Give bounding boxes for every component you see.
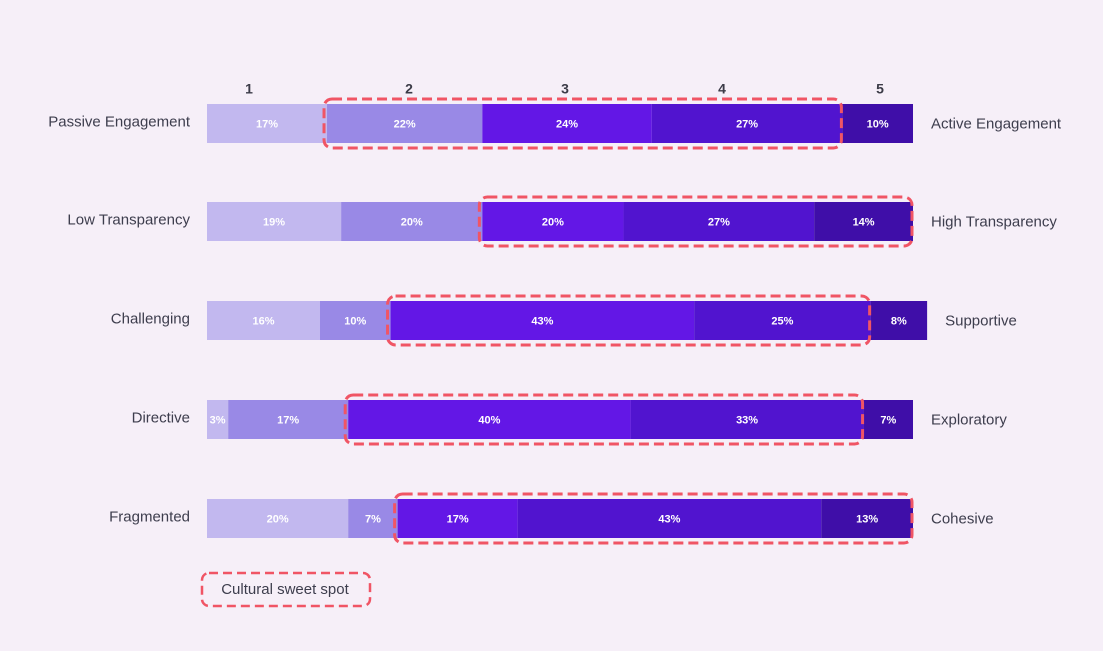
sweet-spot-outline <box>386 294 872 347</box>
data-label: 17% <box>447 513 469 525</box>
bar-segment <box>821 499 913 538</box>
scale-label-3: 3 <box>561 81 569 97</box>
data-label: 19% <box>263 216 285 228</box>
data-label: 43% <box>531 315 553 327</box>
bar-segment <box>207 400 229 439</box>
sweet-spot-outline <box>393 492 914 545</box>
sweet-spot-outline <box>343 393 865 446</box>
bar-segment <box>623 202 815 241</box>
data-label: 40% <box>478 414 500 426</box>
data-label: 3% <box>210 414 226 426</box>
bar-segment <box>397 499 518 538</box>
sweet-spot-outline <box>322 97 843 150</box>
row-label-left: Challenging <box>111 310 190 327</box>
data-label: 8% <box>891 315 907 327</box>
data-label: 17% <box>277 414 299 426</box>
bar-segment <box>207 499 349 538</box>
bar-segment <box>207 104 328 143</box>
data-label: 20% <box>542 216 564 228</box>
bar-segment <box>517 499 822 538</box>
bar-segment <box>348 499 398 538</box>
bar-segment <box>207 202 342 241</box>
data-label: 25% <box>771 315 793 327</box>
legend-swatch <box>200 571 372 608</box>
bar-segment <box>482 104 652 143</box>
data-label: 43% <box>658 513 680 525</box>
scale-label-4: 4 <box>718 81 726 97</box>
data-label: 33% <box>736 414 758 426</box>
scale-label-1: 1 <box>245 81 253 97</box>
bar-segment <box>863 400 913 439</box>
data-label: 16% <box>252 315 274 327</box>
row-label-left: Directive <box>132 409 190 426</box>
bar-segment <box>327 104 483 143</box>
data-label: 10% <box>867 118 889 130</box>
bar-segment <box>348 400 631 439</box>
bar-segment <box>482 202 624 241</box>
data-label: 17% <box>256 118 278 130</box>
data-label: 7% <box>880 414 896 426</box>
data-label: 27% <box>708 216 730 228</box>
bar-segment <box>319 301 391 340</box>
data-label: 10% <box>344 315 366 327</box>
bar-segment <box>651 104 843 143</box>
row-label-left: Fragmented <box>109 508 190 525</box>
bar-segment <box>228 400 349 439</box>
scale-label-5: 5 <box>876 81 884 97</box>
bar-segment <box>341 202 483 241</box>
bar-segment <box>842 104 913 143</box>
row-label-right: Exploratory <box>931 411 1007 428</box>
data-label: 20% <box>267 513 289 525</box>
bar-segment <box>207 301 320 340</box>
data-label: 24% <box>556 118 578 130</box>
row-label-right: Cohesive <box>931 510 994 527</box>
data-label: 7% <box>365 513 381 525</box>
sweet-spot-outline <box>477 195 914 248</box>
row-label-left: Low Transparency <box>67 211 190 228</box>
data-label: 22% <box>394 118 416 130</box>
data-label: 27% <box>736 118 758 130</box>
scale-label-2: 2 <box>405 81 413 97</box>
bar-segment <box>870 301 928 340</box>
row-label-left: Passive Engagement <box>48 113 191 130</box>
data-label: 20% <box>401 216 423 228</box>
row-label-right: Active Engagement <box>931 115 1062 132</box>
bar-segment <box>630 400 864 439</box>
data-label: 13% <box>856 513 878 525</box>
bar-segment <box>390 301 695 340</box>
bar-segment <box>694 301 871 340</box>
data-label: 14% <box>853 216 875 228</box>
row-label-right: High Transparency <box>931 213 1057 230</box>
legend-label: Cultural sweet spot <box>221 581 349 598</box>
row-label-right: Supportive <box>945 312 1017 329</box>
bar-segment <box>814 202 913 241</box>
